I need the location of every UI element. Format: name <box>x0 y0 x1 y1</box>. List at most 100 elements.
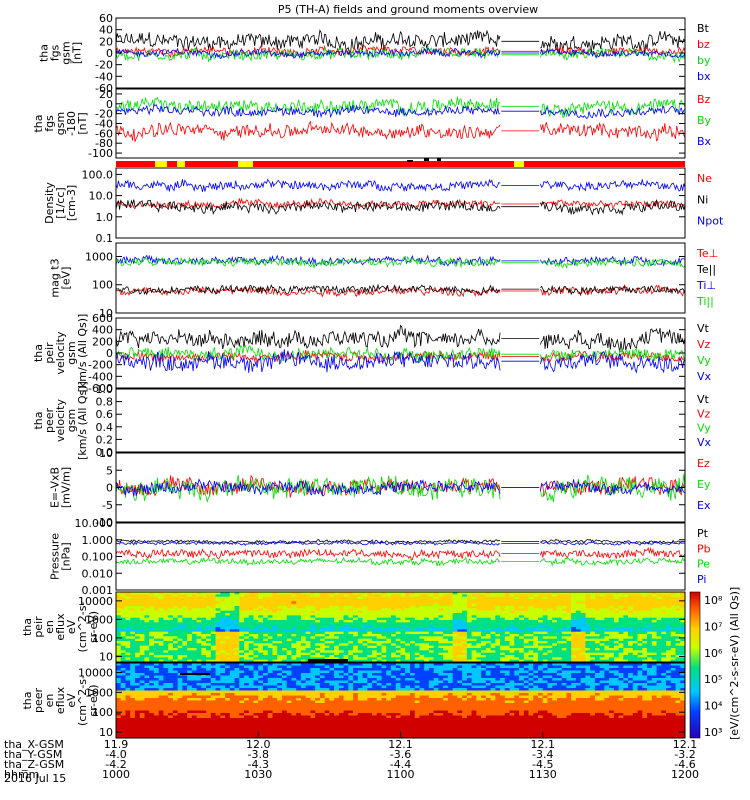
series-fgs_gsm-Bt <box>115 29 686 56</box>
panel-peer_eflux: 10000 1000 100 10 thapeerenefluxeV(cm^2-s-sr… <box>21 659 686 739</box>
series-fgs_gsm-bx <box>115 47 686 60</box>
colorbar-tick: 10⁴ <box>704 700 723 713</box>
date-label: 2016 Jul 15 <box>4 772 66 785</box>
ytick-label: -40 <box>95 70 113 83</box>
ylabel-peir_velocity: velocity <box>54 331 67 374</box>
ytick-label: 100 <box>92 632 113 645</box>
ytick-label: 0.001 <box>82 584 114 597</box>
ylabel-peer_eflux: (cm^2-s- <box>76 675 89 726</box>
series-peir_velocity-Vx <box>115 349 686 374</box>
legend-fgs_gsm_2-By: By <box>697 114 712 127</box>
ytick-label: 600 <box>92 312 113 325</box>
ytick-label: 0 <box>106 347 113 360</box>
ytick-label: 1000 <box>85 686 113 699</box>
series-efield-Ex <box>115 478 686 497</box>
ylabel-density: Density <box>43 182 56 224</box>
ytick-label: 60 <box>99 12 113 25</box>
ytick-label: 0.0 <box>96 446 114 459</box>
colorbar-labels: 10⁸ 10⁷ 10⁶ 10⁵ 10⁴ 10³ <box>704 594 723 739</box>
ytick-label: 0 <box>106 482 113 495</box>
legend-fgs_gsm-Bt: Bt <box>697 22 710 35</box>
ytick-label: 0.100 <box>82 551 114 564</box>
series-fgs_gsm_2-By <box>115 96 686 118</box>
ylabel-peir_eflux: eflux <box>54 613 67 641</box>
ytick-label: -60 <box>95 127 113 140</box>
ytick-label: 10.0 <box>89 190 114 203</box>
ytick-label: 400 <box>92 324 113 337</box>
xrow-value: -4.5 <box>532 758 553 771</box>
series-temperature-Ti|| <box>115 255 686 269</box>
panel-pressure: 10.000 1.000 0.100 0.010 0.001 Pressure[nPa] P… <box>49 517 711 597</box>
ylabel-peer_velocity: [km/s (All Qs)] <box>76 381 89 460</box>
ylabel-peer_eflux: en <box>43 694 56 708</box>
ytick-label: 5 <box>106 464 113 477</box>
ylabel-density: [cm-3] <box>65 185 78 221</box>
ytick-label: 1.0 <box>96 211 114 224</box>
xrow-value: 1030 <box>244 768 272 781</box>
series-density-Ni <box>115 198 686 216</box>
series-efield-Ey <box>115 473 686 503</box>
ylabel-peir_eflux: tha <box>21 618 34 636</box>
xrow-value: -3.8 <box>248 748 269 761</box>
xrow-value: 12.0 <box>246 738 271 751</box>
ytick-label: -5 <box>102 499 113 512</box>
ylabel-peer_velocity: velocity <box>54 399 67 442</box>
ytick-label: 0.2 <box>96 433 114 446</box>
ytick-label: 20 <box>99 35 113 48</box>
ytick-label: 40 <box>99 24 113 37</box>
xrow-value: -3.4 <box>532 748 553 761</box>
panel-frame <box>115 167 686 239</box>
ytick-label: 200 <box>92 335 113 348</box>
xrow-value: 12.1 <box>531 738 556 751</box>
ylabel-peir_velocity: gsm <box>65 341 78 364</box>
ylabel-peir_eflux: sr-eV) <box>87 611 100 643</box>
xrow-value: -3.2 <box>674 748 695 761</box>
legend-peer_velocity-Vt: Vt <box>697 393 710 406</box>
ylabel-peer_eflux: sr-eV) <box>87 684 100 716</box>
ylabel-efield: E=-VxB <box>49 467 62 508</box>
ytick-label: 0.010 <box>82 567 114 580</box>
series-peir_velocity-Vt <box>115 324 686 353</box>
panels: 6040200-20-40-60thafgsgsm[nT]Btbzbybx200… <box>21 12 724 739</box>
ylabel-fgs_gsm_2: fgs <box>43 115 56 132</box>
ytick-label: -200 <box>88 359 113 372</box>
ylabel-fgs_gsm: gsm <box>60 41 73 64</box>
colorbar-tick: 10⁵ <box>704 673 722 686</box>
ylabel-peer_velocity: gsm <box>65 409 78 432</box>
ylabel-peer_eflux: eflux <box>54 686 67 714</box>
ytick-label: 10 <box>99 650 113 663</box>
ylabel-fgs_gsm_2: tha <box>32 114 45 132</box>
xrow-value: -3.6 <box>390 748 411 761</box>
legend-efield-Ez: Ez <box>697 457 710 470</box>
x-axis-annotations: tha_X-GSM 11.9 12.0 12.1 12.1 12.1 tha_Y-GSM -4… <box>4 738 699 781</box>
legend-efield-Ey: Ey <box>697 478 711 491</box>
ylabel-fgs_gsm_2: [nT] <box>76 112 89 134</box>
legend-peer_velocity-Vx: Vx <box>697 436 712 449</box>
ytick-label: 10 <box>99 726 113 739</box>
xrow-value: 12.1 <box>388 738 413 751</box>
xrow-label: tha_Z-GSM <box>4 758 64 771</box>
page-title: P5 (TH-A) fields and ground moments over… <box>278 3 538 16</box>
ytick-label: -10 <box>95 516 113 529</box>
legend-temperature-Te⊥: Te⊥ <box>696 247 718 260</box>
xrow-value: -4.2 <box>105 758 126 771</box>
legend-fgs_gsm-by: by <box>697 54 711 67</box>
ytick-label: 0 <box>106 47 113 60</box>
legend-peir_velocity-Vy: Vy <box>697 354 711 367</box>
xrow-value: 11.9 <box>104 738 129 751</box>
series-pressure-Pi <box>115 540 686 546</box>
ytick-label: 0.8 <box>96 396 114 409</box>
ylabel-peir_velocity: [km/s (All Qs)] <box>76 314 89 393</box>
ylabel-peir_velocity: peir <box>43 342 56 364</box>
ytick-label: -100 <box>88 147 113 160</box>
xrow-label: tha_X-GSM <box>4 738 64 751</box>
ytick-label: 0.1 <box>96 232 114 245</box>
series-density-Npot <box>115 178 686 193</box>
legend-density-Ne: Ne <box>697 172 712 185</box>
ytick-label: -80 <box>95 137 113 150</box>
ytick-label: 10000 <box>78 666 113 679</box>
ytick-label: 0.6 <box>96 408 114 421</box>
